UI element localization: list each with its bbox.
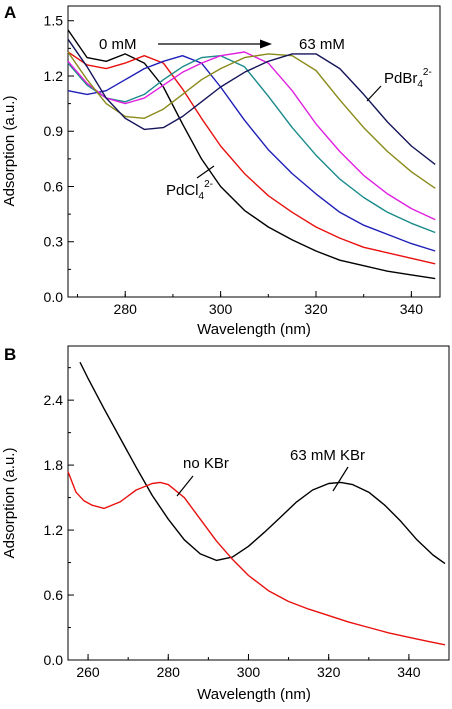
pdbr4-label: PdBr42- [384, 67, 432, 90]
panel-a-y-tick-label: 0.0 [44, 289, 64, 305]
pdbr4-species: PdBr [384, 70, 417, 87]
panel-a-x-axis-label: Wavelength (nm) [197, 321, 311, 338]
no-kbr-leader-line [176, 475, 194, 497]
panel-a-y-tick-label: 1.2 [44, 68, 64, 84]
panel-a-series-navy-line [67, 38, 436, 165]
no-kbr-label: no KBr [183, 455, 229, 472]
pdcl4-species: PdCl [166, 182, 199, 199]
panel-b-y-tick-label: 1.8 [44, 457, 64, 473]
panel-a-y-ticks: 0.0 0.3 0.6 0.9 1.2 1.5 [44, 13, 74, 305]
panel-b-y-tick-label: 0.6 [44, 587, 64, 603]
panel-a-series-magenta-line [67, 51, 436, 221]
pdbr4-sub: 4 [417, 79, 423, 90]
panel-a-y-tick-label: 1.5 [44, 13, 64, 29]
pdbr4-sup: 2- [423, 67, 432, 78]
panel-b-y-tick-label: 1.2 [44, 522, 64, 538]
pdcl4-label: PdCl42- [166, 179, 213, 202]
panel-a-x-tick-label: 320 [304, 301, 328, 317]
panel-a-series-blue-line [67, 55, 436, 252]
panel-a-series [67, 29, 436, 280]
start-concentration-label: 0 mM [99, 36, 137, 53]
panel-b-x-tick-label: 340 [397, 664, 421, 680]
panel-a-x-ticks: 280 300 320 340 [77, 291, 424, 317]
end-concentration-label: 63 mM [299, 36, 345, 53]
panel-a-series-black-line [67, 29, 436, 280]
panel-b-x-ticks: 260 280 300 320 340 [76, 654, 450, 680]
panel-a-x-tick-label: 340 [400, 301, 424, 317]
panel-b: B 260 280 300 320 340 0.0 0.6 1.2 1.8 2.4 Wavele… [1, 345, 450, 703]
pdcl4-sub: 4 [199, 191, 205, 202]
panel-b-x-tick-label: 260 [76, 664, 100, 680]
panel-a-y-tick-label: 0.9 [44, 123, 64, 139]
panel-a-y-tick-label: 0.3 [44, 234, 64, 250]
panel-a-series-teal-line [67, 55, 436, 234]
panel-b-series-black-line [79, 361, 446, 565]
panel-b-x-tick-label: 320 [317, 664, 341, 680]
panel-b-x-tick-label: 280 [157, 664, 181, 680]
panel-b-y-axis-label: Adsorption (a.u.) [1, 448, 18, 559]
panel-b-y-ticks: 0.0 0.6 1.2 1.8 2.4 [44, 367, 74, 668]
kbr-63mm-label: 63 mM KBr [290, 447, 365, 464]
panel-b-series-red-line [67, 471, 446, 646]
panel-a-y-tick-label: 0.6 [44, 178, 64, 194]
panel-a-y-axis-label: Adsorption (a.u.) [1, 96, 18, 207]
panel-a-x-tick-label: 300 [209, 301, 233, 317]
panel-a-x-tick-label: 280 [114, 301, 138, 317]
panel-a-series-red-line [67, 51, 436, 265]
panel-a: A 280 300 320 340 0.0 0.3 0.6 0.9 1.2 1.5 Wavele… [1, 3, 441, 338]
panel-a-series-olive-line [67, 51, 436, 189]
pdbr4-leader-line [366, 85, 382, 102]
panel-b-x-axis-label: Wavelength (nm) [197, 686, 311, 703]
panel-b-frame [67, 345, 450, 661]
panel-b-series [67, 361, 446, 646]
panel-a-frame [67, 5, 441, 298]
arrow-head-icon [260, 39, 272, 49]
panel-b-y-tick-label: 0.0 [44, 652, 64, 668]
panel-b-letter: B [4, 345, 16, 364]
kbr-63mm-leader-line [332, 466, 349, 492]
panel-b-x-tick-label: 300 [237, 664, 261, 680]
pdcl4-sup: 2- [204, 179, 213, 190]
pdcl4-leader-line [196, 165, 215, 179]
panel-b-y-tick-label: 2.4 [44, 392, 64, 408]
panel-a-letter: A [4, 3, 16, 22]
